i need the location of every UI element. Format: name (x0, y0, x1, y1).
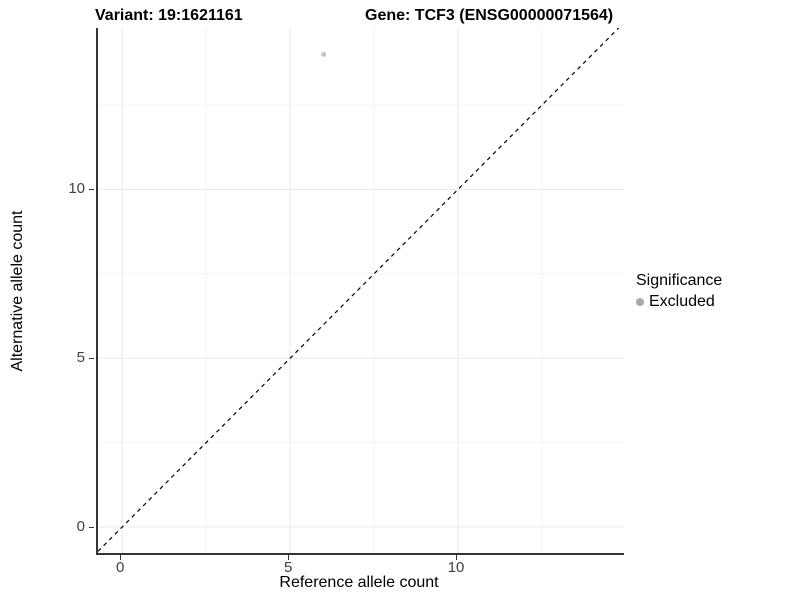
x-tick-mark (287, 555, 290, 560)
y-tick-mark (89, 188, 94, 191)
legend-point-icon (636, 298, 644, 306)
data-point (321, 51, 327, 57)
y-axis-label: Alternative allele count (9, 210, 26, 372)
x-tick-label: 5 (283, 559, 293, 576)
gene-title: Gene: TCF3 (ENSG00000071564) (365, 7, 614, 24)
y-tick-label: 0 (76, 518, 85, 535)
legend-entry-label: Excluded (649, 293, 715, 310)
plot-panel (96, 28, 624, 555)
y-tick-mark (89, 357, 94, 360)
x-tick-label: 0 (116, 559, 125, 576)
y-tick-label: 5 (76, 349, 85, 367)
legend-entry-excluded: Excluded (636, 293, 722, 311)
y-tick-mark (89, 526, 94, 528)
y-tick-label: 10 (68, 180, 85, 198)
variant-title: Variant: 19:1621161 (95, 7, 243, 24)
x-tick-mark (119, 555, 122, 560)
x-tick-mark (455, 555, 458, 560)
x-axis-label: Reference allele count (279, 574, 439, 591)
x-tick-label: 10 (447, 559, 465, 576)
legend: Significance Excluded (636, 272, 722, 311)
legend-title: Significance (636, 272, 723, 289)
plot-canvas (98, 28, 624, 553)
identity-line (98, 28, 620, 552)
